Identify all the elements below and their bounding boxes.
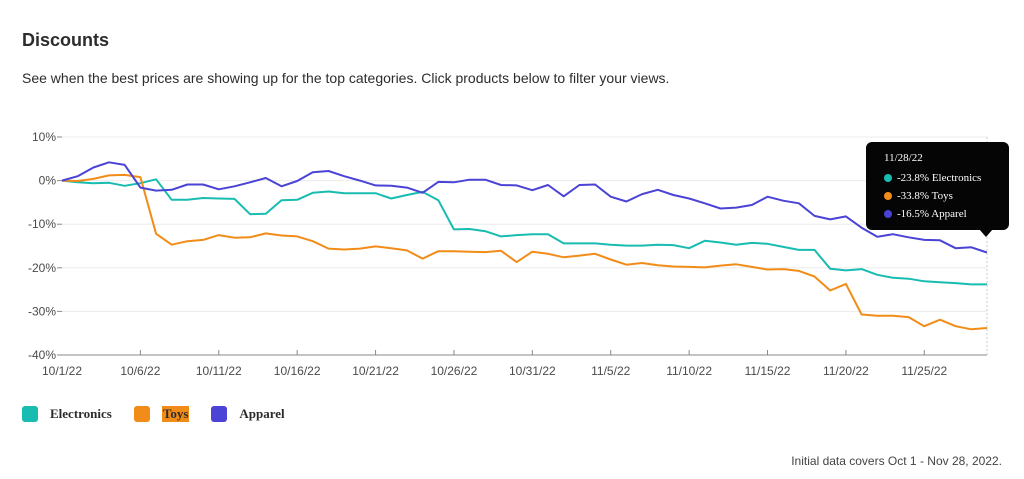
legend-label-electronics: Electronics [50,406,112,421]
electronics-dot-icon [884,174,892,182]
x-axis: 10/1/22 10/6/22 10/11/22 10/16/22 10/21/22 10… [42,350,987,378]
x-tick-label: 11/15/22 [745,364,791,378]
y-tick-label: 10% [32,130,56,144]
x-tick-label: 10/6/22 [120,364,160,378]
grid-lines [62,136,987,356]
x-tick-label: 10/31/22 [509,364,556,378]
y-tick-label: -10% [28,217,56,231]
toys-dot-icon [884,192,892,200]
series-line-toys[interactable] [61,173,988,331]
y-tick-label: -20% [28,261,56,275]
chart-title: Discounts [22,30,110,50]
series-lines [61,161,988,331]
y-tick-label: -40% [28,348,56,362]
x-tick-label: 10/11/22 [196,364,242,378]
tooltip-row-electronics: -23.8% Electronics [884,172,981,184]
data-coverage-note: Initial data covers Oct 1 - Nov 28, 2022… [791,454,1002,468]
tooltip-apparel-value: -16.5% Apparel [897,208,967,220]
chart-legend: Electronics Toys Apparel [22,406,307,422]
toys-swatch-icon [133,406,150,422]
legend-label-toys: Toys [161,406,190,422]
series-line-electronics[interactable] [61,178,987,286]
x-tick-label: 10/26/22 [431,364,478,378]
electronics-swatch-icon [22,406,38,422]
y-tick-label: -30% [28,304,56,318]
hover-tooltip: 11/28/22 -23.8% Electronics -33.8% Toys … [866,142,1009,237]
legend-item-apparel[interactable]: Apparel [211,406,285,422]
apparel-swatch-icon [211,406,228,422]
x-tick-label: 11/10/22 [666,364,712,378]
tooltip-toys-value: -33.8% Toys [897,190,953,202]
legend-label-apparel: Apparel [239,406,285,421]
x-tick-label: 11/20/22 [823,364,869,378]
series-line-apparel[interactable] [61,161,988,254]
x-tick-label: 10/21/22 [352,364,399,378]
legend-item-toys[interactable]: Toys [133,406,190,422]
apparel-dot-icon [884,210,892,218]
x-tick-label: 11/5/22 [591,364,630,378]
discounts-line-chart[interactable]: 10%0%-10%-20%-30%-40% 10/1/22 10/6/22 10/1… [0,120,1024,385]
tooltip-date: 11/28/22 [884,152,923,164]
chart-subtitle: See when the best prices are showing up … [22,70,670,86]
x-tick-label: 10/1/22 [42,364,82,378]
legend-item-electronics[interactable]: Electronics [22,406,112,422]
tooltip-electronics-value: -23.8% Electronics [897,172,982,184]
y-tick-label: 0% [39,174,57,188]
x-tick-label: 10/16/22 [274,364,321,378]
tooltip-row-toys: -33.8% Toys [884,190,953,202]
y-axis: 10% 0% -10% -20% -30% -40% [28,130,62,362]
tooltip-row-apparel: -16.5% Apparel [884,208,967,220]
x-tick-label: 11/25/22 [901,364,947,378]
